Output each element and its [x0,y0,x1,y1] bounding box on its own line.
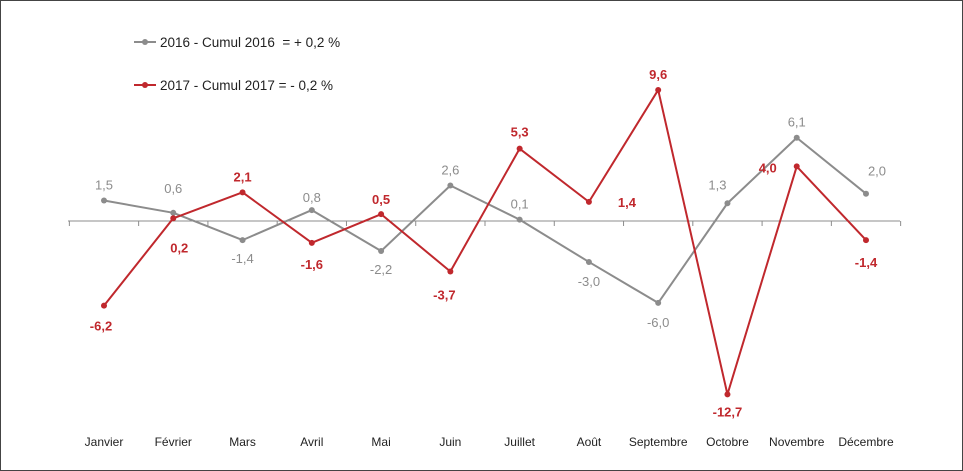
data-point-2016 [516,216,523,223]
data-label-2016: 2,6 [441,163,459,178]
x-label-octobre: Octobre [706,435,749,449]
legend-item-2016: 2016 - Cumul 2016 = + 0,2 % [134,35,340,50]
data-point-2017 [585,198,592,205]
data-label-2017: -1,6 [301,257,323,272]
data-point-2016 [308,207,315,214]
x-label-decembre: Décembre [838,435,894,449]
legend-label-2017: 2017 - Cumul 2017 = - 0,2 % [160,78,333,93]
legend-marker-2016 [142,39,148,45]
x-axis-ticks [68,221,902,226]
data-label-2016: -3,0 [578,274,600,289]
series-line-2017 [103,88,867,396]
data-point-2016 [655,299,662,306]
x-label-mars: Mars [229,435,256,449]
data-label-2017: -6,2 [90,319,112,334]
x-axis-labels: Janvier Février Mars Avril Mai Juin Juil… [85,435,894,449]
legend-marker-2017 [142,82,148,88]
data-point-2016 [378,248,385,255]
data-label-2016: 0,8 [303,190,321,205]
legend: 2016 - Cumul 2016 = + 0,2 % 2017 - Cumul… [134,35,340,93]
data-label-2016: -2,2 [370,262,392,277]
x-label-aout: Août [577,435,602,449]
data-label-2017: -12,7 [713,404,743,419]
series-line-2016 [103,136,867,304]
data-label-2017: 2,1 [234,169,252,184]
data-point-2017 [724,391,731,398]
x-label-septembre: Septembre [629,435,688,449]
data-point-2017 [655,86,662,93]
data-point-2017 [101,302,107,309]
data-point-2016 [724,200,731,207]
data-point-2016 [863,190,869,197]
data-label-2016: -1,4 [231,251,253,266]
data-label-2017: 4,0 [759,160,777,175]
data-point-2017 [378,211,385,218]
data-point-2017 [447,268,454,275]
data-point-2017 [308,239,315,246]
x-label-juin: Juin [439,435,461,449]
x-label-avril: Avril [300,435,323,449]
data-label-2017: -3,7 [433,288,455,303]
x-label-mai: Mai [371,435,390,449]
data-point-2017 [793,163,800,170]
data-label-2016: 0,1 [511,197,529,212]
data-point-2017 [239,189,246,196]
data-point-2016 [793,134,800,141]
data-label-2016: 2,0 [868,164,886,179]
data-point-2016 [239,237,246,244]
data-label-2017: 0,5 [372,192,390,207]
data-label-2016: 1,3 [708,177,726,192]
data-label-2017: 1,4 [618,195,637,210]
data-label-2017: 0,2 [170,240,188,255]
data-label-2016: -6,0 [647,315,669,330]
data-label-2016: 1,5 [95,178,113,193]
data-point-2016 [101,197,107,204]
legend-item-2017: 2017 - Cumul 2017 = - 0,2 % [134,78,333,93]
data-point-2016 [447,182,454,189]
series-2016: 1,5 0,6 -1,4 0,8 -2,2 2,6 0,1 -3,0 -6,0 1,3 6,1 2,0 [95,115,886,330]
data-label-2017: -1,4 [855,255,878,270]
x-label-fevrier: Février [155,435,192,449]
data-point-2016 [585,258,592,265]
data-label-2017: 5,3 [511,125,529,140]
series-2017: -6,2 0,2 2,1 -1,6 0,5 -3,7 5,3 1,4 9,6 -12,7 4,0 -1… [90,67,878,419]
x-label-novembre: Novembre [769,435,825,449]
x-label-juillet: Juillet [504,435,535,449]
data-label-2016: 6,1 [788,115,806,130]
data-point-2016 [170,209,177,216]
data-point-2017 [863,237,869,244]
data-point-2017 [170,215,177,222]
series-layer: 1,5 0,6 -1,4 0,8 -2,2 2,6 0,1 -3,0 -6,0 1,3 6,1 2,0… [90,67,886,419]
data-point-2017 [516,145,523,152]
data-label-2016: 0,6 [164,181,182,196]
legend-label-2016: 2016 - Cumul 2016 = + 0,2 % [160,35,340,50]
x-label-janvier: Janvier [85,435,124,449]
data-label-2017: 9,6 [649,67,667,82]
